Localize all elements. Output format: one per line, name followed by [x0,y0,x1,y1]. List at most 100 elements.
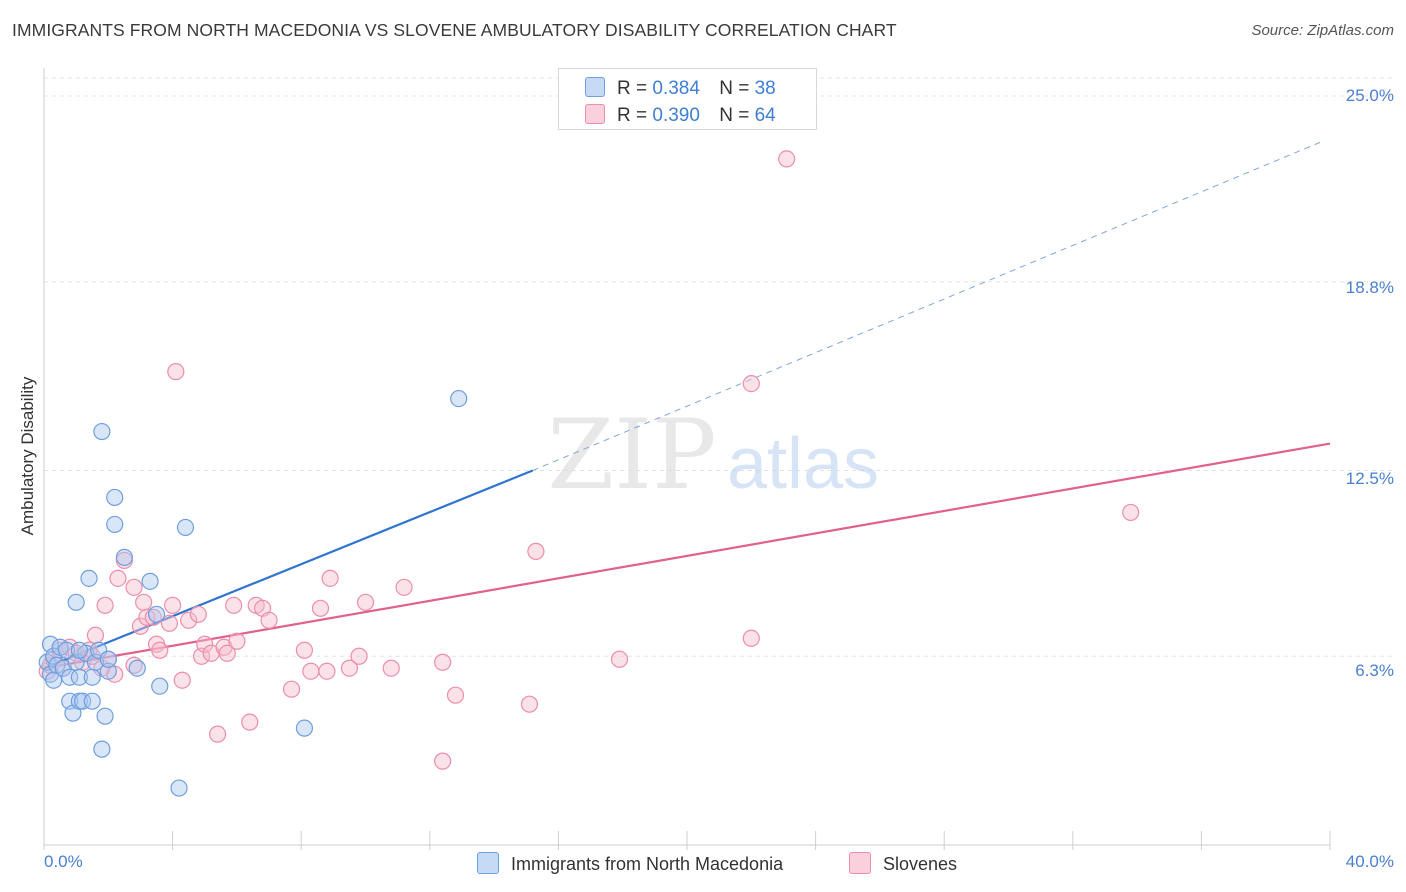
y-tick-label-25: 25.0% [1345,86,1394,105]
point-pink-47 [321,569,339,587]
point-blue-20 [83,692,101,710]
point-pink-6 [67,644,85,662]
legend-r-label: R = [617,105,648,126]
stats-legend: R = 0.384 N = 38 R = 0.390 N = 64 [558,68,817,130]
trend-line-pink [43,442,1331,670]
legend-r-value: 0.390 [652,105,700,126]
point-blue-14 [70,668,88,686]
point-pink-43 [295,641,314,659]
point-pink-52 [395,578,413,596]
point-pink-42 [282,680,301,698]
point-blue-9 [61,668,79,686]
point-pink-62 [778,150,796,168]
legend-n-label: N = [719,105,750,126]
watermark-atlas: atlas [727,424,879,504]
series-label-macedonia: Immigrants from North Macedonia [511,854,784,874]
point-pink-31 [196,635,214,653]
point-pink-50 [356,593,375,611]
point-pink-24 [151,641,169,659]
point-blue-38 [170,779,188,797]
point-pink-19 [131,617,150,635]
point-blue-37 [295,719,314,737]
point-pink-27 [173,671,191,689]
point-blue-30 [106,488,124,507]
point-blue-19 [80,569,98,587]
legend-row-macedonia: R = 0.384 N = 38 [585,77,776,101]
point-pink-18 [125,578,143,596]
point-pink-51 [382,659,400,677]
legend-r-value: 0.384 [652,78,700,99]
x-tick-label-max: 40.0% [1345,852,1394,871]
point-pink-35 [218,644,236,662]
y-tick-label-18-8: 18.8% [1345,278,1394,297]
point-blue-31 [115,548,133,566]
point-pink-45 [311,599,330,617]
point-blue-33 [141,572,159,590]
point-pink-38 [241,713,259,731]
point-blue-36 [176,518,195,537]
point-pink-33 [209,725,227,743]
point-pink-22 [144,608,162,626]
legend-n-label: N = [719,78,750,99]
point-pink-54 [434,752,452,770]
series-legend-macedonia: Immigrants from North Macedonia [477,852,783,875]
legend-swatch-pink [585,104,605,124]
legend-r-label: R = [617,78,648,99]
point-pink-44 [302,662,320,680]
point-pink-5 [61,638,79,656]
trend-line-blue [43,469,534,670]
point-blue-8 [57,641,76,659]
series-swatch-pink [849,852,871,874]
trend-lines [43,140,1331,670]
axes [43,68,1331,850]
point-pink-53 [434,653,452,671]
legend-n-value: 38 [754,78,776,99]
watermark-zip: ZIP [547,399,716,511]
legend-n-value: 64 [754,105,776,126]
legend-row-slovenes: R = 0.390 N = 64 [585,104,776,128]
point-pink-15 [109,569,127,587]
point-pink-25 [160,614,178,632]
point-blue-13 [67,593,85,611]
point-pink-57 [520,695,539,713]
y-tick-label-6-3: 6.3% [1355,661,1394,680]
point-pink-63 [1122,503,1140,522]
point-blue-24 [96,707,114,725]
grid-lines [44,77,1392,657]
point-pink-56 [167,363,185,381]
point-pink-10 [86,626,105,644]
series-legend: Immigrants from North Macedonia Slovenes [0,852,1406,878]
point-pink-14 [96,596,114,614]
point-pink-36 [225,596,243,614]
point-blue-26 [93,740,111,758]
series-swatch-blue [477,852,499,874]
point-blue-35 [151,677,169,695]
y-axis-label: Ambulatory Disability [18,376,37,536]
point-pink-41 [260,611,278,629]
point-blue-21 [83,668,101,686]
legend-swatch-blue [585,77,605,97]
point-pink-37 [228,632,246,650]
point-pink-59 [610,650,629,668]
point-blue-29 [106,515,124,534]
point-pink-29 [189,605,207,623]
x-tick-label-min: 0.0% [44,852,83,871]
y-tick-label-12-5: 12.5% [1345,469,1394,488]
point-pink-46 [318,662,336,680]
point-pink-17 [125,656,143,674]
point-pink-61 [742,375,760,393]
chart-title: IMMIGRANTS FROM NORTH MACEDONIA VS SLOVE… [12,20,897,40]
point-pink-28 [180,611,198,629]
point-blue-27 [99,662,117,680]
point-pink-26 [164,596,182,614]
data-points [38,150,1140,797]
point-blue-25 [93,422,111,441]
series-legend-slovenes: Slovenes [849,852,957,875]
point-blue-28 [99,650,117,668]
point-pink-48 [340,659,359,677]
point-blue-34 [147,605,166,623]
source-credit: Source: ZipAtlas.com [1251,22,1394,39]
point-pink-21 [138,608,156,626]
series-label-slovenes: Slovenes [883,854,958,874]
